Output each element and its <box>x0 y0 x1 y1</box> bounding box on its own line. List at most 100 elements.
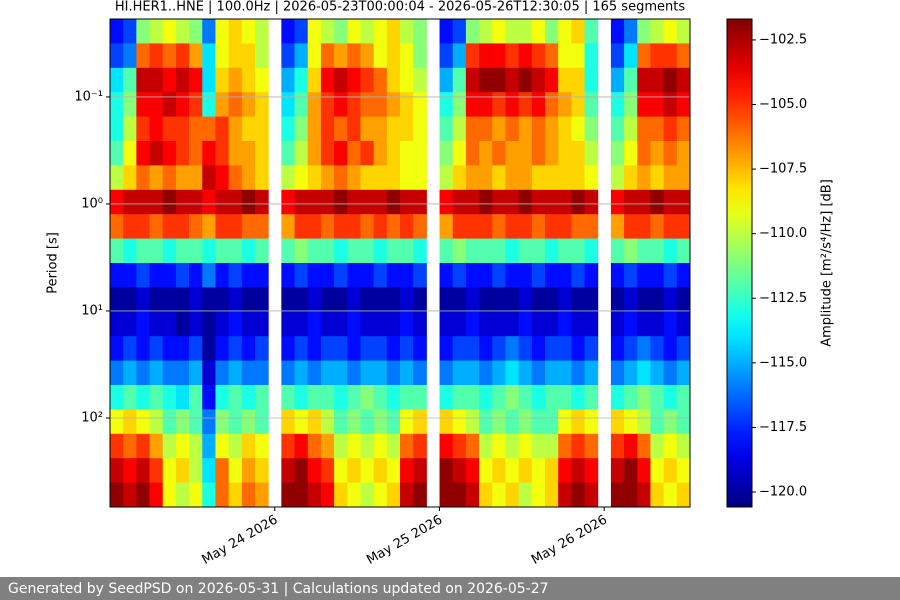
cell <box>136 19 151 44</box>
cell <box>505 287 520 313</box>
cell <box>492 43 506 69</box>
cell <box>294 482 309 508</box>
cell <box>175 214 190 240</box>
cell <box>624 19 638 44</box>
cell <box>610 141 625 166</box>
cell <box>215 92 230 118</box>
cell <box>558 116 572 142</box>
cell <box>584 19 599 44</box>
cell <box>189 263 203 288</box>
cell <box>558 67 572 93</box>
cell <box>452 336 467 362</box>
cell <box>386 19 401 44</box>
cell <box>545 43 559 69</box>
cell <box>307 214 322 240</box>
cell <box>241 214 256 240</box>
cell <box>676 482 691 508</box>
cell <box>479 433 493 459</box>
cell <box>584 165 599 191</box>
cell <box>320 238 335 264</box>
cell <box>149 482 164 508</box>
cell <box>610 43 625 69</box>
cell <box>241 385 256 410</box>
footer-text: Generated by SeedPSD on 2026-05-31 | Cal… <box>8 581 549 597</box>
cell <box>479 263 493 288</box>
cell <box>228 19 243 44</box>
cell <box>465 287 480 313</box>
cell <box>334 311 348 337</box>
cell <box>281 19 296 44</box>
cell <box>373 189 388 215</box>
cell <box>189 458 203 484</box>
cell <box>439 458 454 484</box>
cell <box>347 19 361 44</box>
cell <box>518 67 533 93</box>
cell <box>479 482 493 508</box>
cell <box>110 385 124 410</box>
cell <box>492 67 506 93</box>
cell <box>492 92 506 118</box>
cell <box>189 116 203 142</box>
cell <box>136 214 151 240</box>
cell <box>360 385 375 410</box>
cell <box>452 287 467 313</box>
cell <box>663 482 678 508</box>
cell <box>294 458 309 484</box>
cell <box>584 287 599 313</box>
cell <box>241 238 256 264</box>
cell <box>307 287 322 313</box>
cell <box>175 141 190 166</box>
cell <box>255 263 269 288</box>
cell <box>492 141 506 166</box>
cell <box>189 165 203 191</box>
cell <box>294 165 309 191</box>
cell <box>571 263 586 288</box>
cell <box>320 19 335 44</box>
cell <box>624 189 638 215</box>
cell <box>624 360 638 386</box>
cell <box>531 116 546 142</box>
cell <box>518 433 533 459</box>
cell <box>149 433 164 459</box>
cell <box>255 311 269 337</box>
cell <box>413 458 427 484</box>
cell <box>400 287 414 313</box>
cell <box>624 458 638 484</box>
cell <box>202 141 216 166</box>
cell <box>189 311 203 337</box>
cell <box>505 385 520 410</box>
cell <box>373 141 388 166</box>
cell <box>637 385 651 410</box>
cell <box>610 336 625 362</box>
cell <box>492 360 506 386</box>
cell <box>571 360 586 386</box>
cell <box>545 92 559 118</box>
cell <box>373 433 388 459</box>
cell <box>545 141 559 166</box>
cell <box>663 238 678 264</box>
cell <box>452 263 467 288</box>
cell <box>175 482 190 508</box>
cell <box>452 311 467 337</box>
cell <box>373 458 388 484</box>
cell <box>294 214 309 240</box>
cell <box>492 116 506 142</box>
cell <box>149 336 164 362</box>
cell <box>386 287 401 313</box>
cell <box>531 482 546 508</box>
cell <box>571 433 586 459</box>
cell <box>624 67 638 93</box>
cell <box>452 433 467 459</box>
cell <box>110 238 124 264</box>
cell <box>676 67 691 93</box>
cell <box>676 409 691 435</box>
cell <box>320 409 335 435</box>
cell <box>558 214 572 240</box>
y-tick-label: 10² <box>81 410 103 425</box>
cell <box>360 19 375 44</box>
cell <box>650 116 665 142</box>
cell <box>663 458 678 484</box>
cell <box>545 385 559 410</box>
cell <box>465 43 480 69</box>
cell <box>624 409 638 435</box>
